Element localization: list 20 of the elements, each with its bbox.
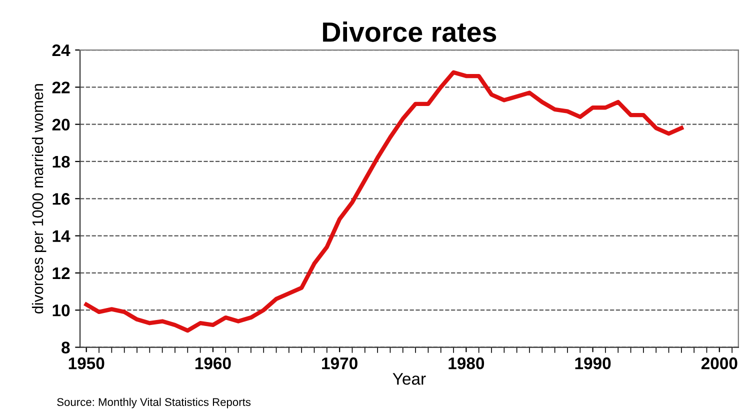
y-tick-label: 24 bbox=[52, 44, 70, 56]
chart-title: Divorce rates bbox=[323, 22, 496, 42]
y-tick-label: 22 bbox=[52, 82, 70, 94]
x-tick-label: 1990 bbox=[575, 357, 611, 370]
y-tick-label: 20 bbox=[52, 118, 70, 131]
x-tick-label: 2000 bbox=[701, 357, 738, 370]
y-tick-label: 8 bbox=[62, 342, 70, 354]
source-note: Source: Monthly Vital Statistics Reports bbox=[57, 398, 251, 408]
y-tick-label: 12 bbox=[52, 267, 70, 279]
x-tick-label: 1950 bbox=[68, 357, 104, 370]
y-tick-label: 14 bbox=[52, 230, 70, 242]
x-tick-label: 1960 bbox=[195, 357, 231, 370]
y-tick-label: 16 bbox=[52, 193, 70, 205]
y-tick-label: 18 bbox=[52, 156, 70, 168]
y-tick-label: 10 bbox=[52, 304, 70, 316]
x-axis-title: Year bbox=[392, 373, 426, 385]
line-series bbox=[84, 70, 684, 333]
x-tick-label: 1980 bbox=[448, 357, 484, 370]
y-axis-title: divorces per 1000 married women bbox=[32, 84, 46, 314]
x-tick-label: 1970 bbox=[322, 357, 358, 370]
